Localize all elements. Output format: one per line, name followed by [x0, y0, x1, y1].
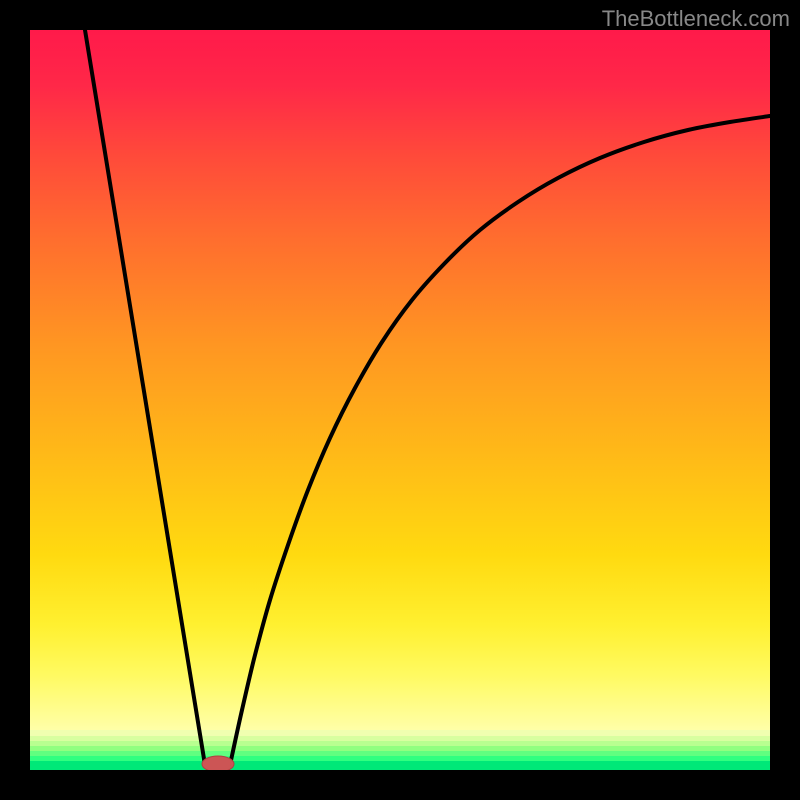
right-curve-path — [230, 116, 770, 765]
plot-area — [30, 30, 770, 770]
curve-marker — [202, 756, 234, 770]
watermark-text: TheBottleneck.com — [602, 6, 790, 32]
left-curve-line — [85, 30, 205, 765]
curve-layer — [30, 30, 770, 770]
